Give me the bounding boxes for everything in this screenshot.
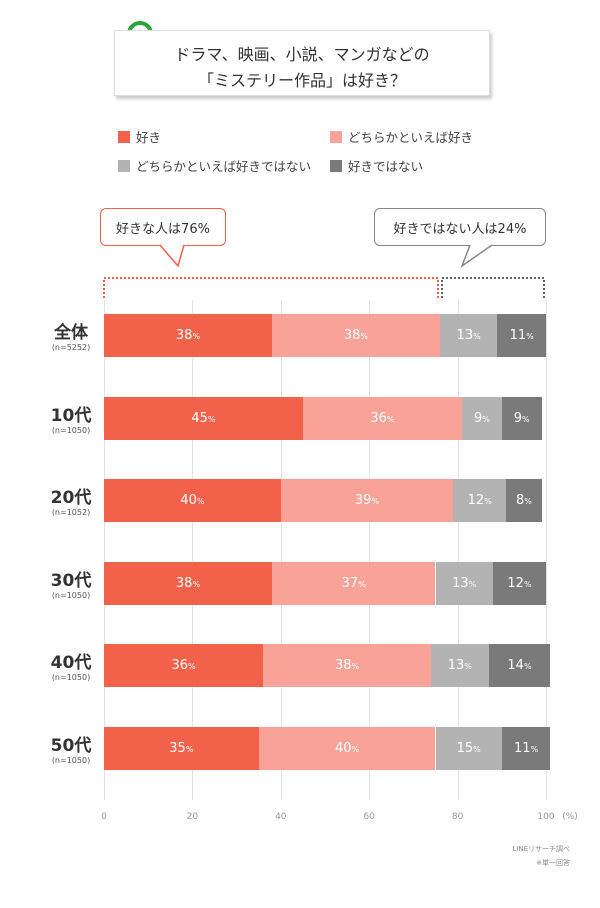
legend-label: 好きではない — [348, 159, 424, 174]
data-label: 15% — [456, 741, 481, 756]
category-n: (n=1050) — [51, 756, 91, 765]
x-tick-label: 60 — [363, 812, 375, 822]
data-label: 12% — [507, 575, 532, 591]
legend-item: どちらかといえば好き — [330, 127, 473, 146]
data-label: 40% — [335, 741, 360, 756]
category-n: (n=1052) — [51, 508, 91, 518]
bar-segment: 14% — [488, 644, 551, 688]
legend-item: どちらかといえば好きではない — [118, 156, 311, 175]
bar-segment: 39% — [280, 479, 454, 523]
title-box: ドラマ、映画、小説、マンガなどの 「ミステリー作品」は好き？ — [114, 30, 490, 96]
category-n: (n=5252) — [51, 343, 91, 352]
data-label: 11% — [509, 328, 534, 343]
bar-segment: 9% — [462, 396, 502, 440]
category-name: 40代 — [50, 653, 92, 674]
category-name: 全体 — [54, 323, 88, 343]
x-tick-label: 80 — [451, 812, 464, 822]
data-label: 8% — [515, 493, 532, 509]
legend-item: 好きではない — [330, 156, 423, 175]
gridline — [280, 300, 282, 800]
category-label: 全体 (n=5252) — [40, 318, 102, 352]
gridline — [192, 300, 194, 800]
legend-swatch — [118, 130, 130, 143]
bar-segment: 12% — [453, 479, 507, 523]
x-tick-label: 0 — [101, 812, 107, 822]
bar-segment: 15% — [435, 727, 502, 770]
category-label: 40代 (n=1050) — [40, 648, 102, 682]
bar-segment: 38% — [104, 314, 272, 357]
source: LINEリサーチ調べ — [512, 845, 570, 853]
data-label: 38% — [335, 658, 360, 674]
legend-swatch — [330, 130, 342, 143]
legend-item: 好き — [118, 127, 161, 146]
category-label: 50代 (n=1050) — [40, 731, 102, 765]
gridline — [546, 300, 547, 800]
note: ※単一回答 — [536, 859, 570, 867]
legend-label: 好き — [136, 130, 162, 145]
legend-swatch — [330, 159, 342, 172]
bar-segment: 12% — [492, 561, 546, 605]
x-tick-label: 20 — [186, 812, 199, 822]
bar-segment: 11% — [501, 727, 551, 770]
data-label: 13% — [456, 328, 481, 343]
bar-segment: 40% — [258, 727, 436, 770]
bar-segment: 11% — [497, 314, 546, 357]
category-name: 20代 — [50, 488, 92, 509]
bar-segment: 9% — [501, 396, 542, 440]
bar-segment: 35% — [104, 727, 259, 770]
category-n: (n=1050) — [51, 425, 91, 435]
category-name: 50代 — [50, 736, 92, 756]
title-line-2: 「ミステリー作品」は好き？ — [197, 71, 406, 90]
bar-segment: 38% — [271, 314, 440, 357]
bar-segment: 45% — [104, 396, 303, 440]
title-line-1: ドラマ、映画、小説、マンガなどの — [174, 45, 430, 64]
x-tick-label: 100 — [537, 812, 555, 822]
category-n: (n=1050) — [51, 590, 91, 600]
legend-label: どちらかといえば好き — [348, 130, 474, 145]
gridline — [369, 300, 371, 800]
category-label: 20代 (n=1052) — [40, 483, 102, 517]
bar-segment: 13% — [439, 314, 498, 357]
data-label: 14% — [507, 658, 532, 674]
x-unit: (%) — [562, 812, 578, 822]
data-label: 36% — [370, 410, 395, 426]
data-label: 40% — [180, 493, 205, 509]
data-label: 38% — [175, 328, 201, 343]
data-label: 38% — [343, 328, 368, 343]
legend-swatch — [118, 159, 130, 172]
gridline — [457, 300, 459, 800]
legend-label: どちらかといえば好きではない — [136, 159, 312, 174]
data-label: 9% — [513, 410, 530, 426]
bar-segment: 13% — [431, 644, 489, 688]
category-label: 30代 (n=1050) — [40, 566, 102, 600]
category-n: (n=1050) — [51, 673, 91, 683]
bar-segment: 13% — [435, 561, 493, 605]
category-label: 10代 (n=1050) — [40, 401, 102, 435]
bar-segment: 36% — [302, 396, 462, 440]
bar-segment: 37% — [271, 561, 436, 605]
data-label: 12% — [467, 493, 492, 509]
data-label: 39% — [354, 493, 380, 509]
data-label: 9% — [473, 410, 490, 426]
data-label: 37% — [341, 575, 366, 591]
callout-dislike: 好きではない人は24% — [374, 208, 546, 246]
bar-segment: 38% — [263, 644, 432, 688]
x-tick-label: 40 — [275, 812, 287, 822]
data-label: 38% — [175, 575, 201, 591]
data-label: 11% — [514, 741, 539, 756]
data-label: 36% — [171, 658, 196, 674]
data-label: 45% — [191, 410, 216, 426]
category-name: 30代 — [50, 570, 92, 591]
bar-segment: 36% — [104, 644, 264, 688]
category-name: 10代 — [50, 405, 92, 426]
bar-segment: 38% — [104, 561, 272, 605]
data-label: 35% — [169, 741, 194, 756]
data-label: 13% — [447, 658, 472, 674]
bar-segment: 40% — [104, 479, 281, 523]
gridline — [104, 300, 105, 800]
bar-segment: 8% — [506, 479, 542, 523]
data-label: 13% — [452, 575, 477, 591]
